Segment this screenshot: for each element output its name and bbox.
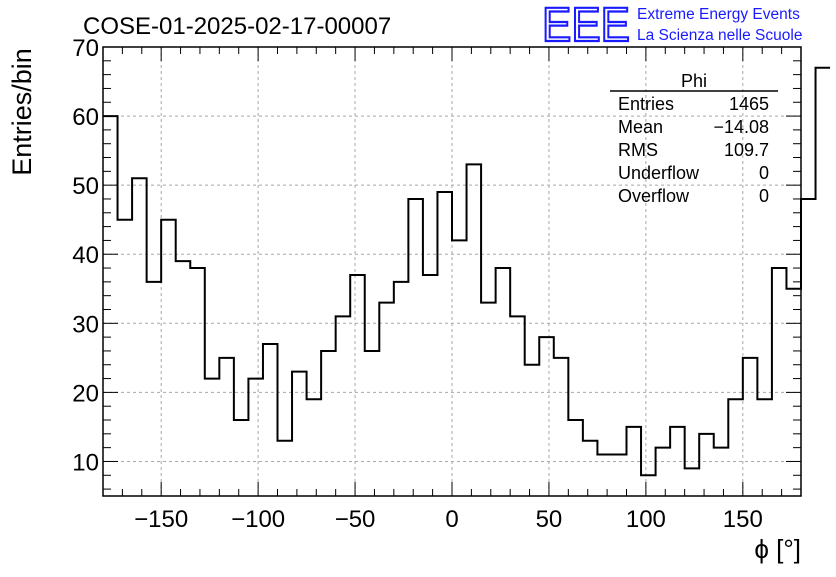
x-tick-label: 100 <box>626 506 666 533</box>
stats-label: RMS <box>618 140 658 160</box>
y-axis-label: Entries/bin <box>7 48 37 176</box>
x-tick-label: −150 <box>134 506 188 533</box>
x-axis-label: ϕ [°] <box>754 534 801 564</box>
x-tick-label: −100 <box>231 506 285 533</box>
y-tick-label: 50 <box>72 173 99 200</box>
stats-value: 0 <box>759 186 769 206</box>
stats-label: Overflow <box>618 186 690 206</box>
stats-value: 0 <box>759 163 769 183</box>
logo-line-1: Extreme Energy Events <box>637 6 800 23</box>
x-tick-labels: −150 −100 −50 0 50 100 150 <box>134 506 763 533</box>
y-tick-label: 30 <box>72 311 99 338</box>
stats-value: 109.7 <box>724 140 769 160</box>
y-tick-label: 10 <box>72 449 99 476</box>
y-tick-label: 20 <box>72 380 99 407</box>
stats-label: Entries <box>618 94 674 114</box>
stats-value: −14.08 <box>713 117 769 137</box>
y-tick-label: 60 <box>72 104 99 131</box>
logo-line-2: La Scienza nelle Scuole <box>637 27 802 44</box>
y-tick-label: 40 <box>72 242 99 269</box>
histogram-line <box>103 66 831 477</box>
y-tick-label: 70 <box>72 35 99 62</box>
x-tick-label: 150 <box>723 506 763 533</box>
x-tick-label: 0 <box>445 506 458 533</box>
stats-rows: Entries 1465 Mean −14.08 RMS 109.7 Underflow 0 O… <box>618 94 769 206</box>
y-tick-labels: 10 20 30 40 50 60 70 <box>72 35 99 476</box>
stats-box: Phi Entries 1465 Mean −14.08 RMS 109.7 Underfl… <box>610 71 778 206</box>
eee-logo: EEE <box>542 0 630 52</box>
stats-value: 1465 <box>729 94 769 114</box>
stats-label: Underflow <box>618 163 700 183</box>
run-title: COSE-01-2025-02-17-00007 <box>83 13 391 40</box>
x-tick-label: −50 <box>335 506 376 533</box>
grid-lines <box>103 46 801 496</box>
stats-title: Phi <box>681 71 707 91</box>
axis-ticks <box>102 46 802 496</box>
stats-label: Mean <box>618 117 663 137</box>
x-tick-label: 50 <box>536 506 563 533</box>
